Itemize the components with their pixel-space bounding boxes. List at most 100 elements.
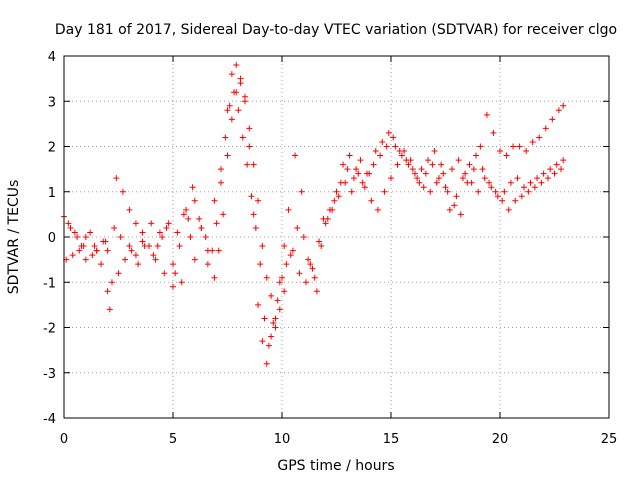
- y-tick-label: 4: [48, 50, 56, 65]
- data-point: [261, 315, 268, 322]
- chart-title: Day 181 of 2017, Sidereal Day-to-day VTE…: [55, 22, 617, 38]
- data-point: [470, 166, 477, 173]
- x-tick-label: 5: [169, 432, 177, 447]
- data-point: [292, 152, 299, 159]
- data-point: [459, 175, 466, 182]
- data-point: [276, 279, 283, 286]
- data-point: [76, 247, 83, 254]
- data-point: [411, 170, 418, 177]
- data-point: [132, 252, 139, 259]
- data-point: [374, 206, 381, 213]
- data-point: [80, 243, 87, 250]
- data-point: [547, 166, 554, 173]
- data-point: [494, 193, 501, 200]
- data-point: [560, 157, 567, 164]
- data-point: [446, 206, 453, 213]
- data-point: [163, 224, 170, 231]
- data-point: [263, 274, 270, 281]
- data-point: [305, 256, 312, 263]
- data-point: [475, 188, 482, 195]
- data-point: [296, 270, 303, 277]
- data-point: [560, 102, 567, 109]
- data-point: [407, 157, 414, 164]
- y-axis-ticks: -4 -3 -2 -1 0 1 2 3 4: [43, 50, 609, 427]
- data-point: [477, 143, 484, 150]
- data-point: [154, 243, 161, 250]
- data-point: [281, 243, 288, 250]
- data-point: [172, 270, 179, 277]
- data-point: [106, 306, 113, 313]
- data-point: [348, 188, 355, 195]
- data-point: [122, 256, 129, 263]
- data-point: [204, 261, 211, 268]
- data-point: [322, 220, 329, 227]
- data-point: [464, 179, 471, 186]
- data-point: [228, 116, 235, 123]
- data-point: [416, 179, 423, 186]
- data-point: [156, 229, 163, 236]
- data-point: [307, 261, 314, 268]
- data-point: [115, 270, 122, 277]
- data-point: [523, 148, 530, 155]
- data-point: [516, 143, 523, 150]
- data-point: [224, 107, 231, 114]
- data-point: [449, 166, 456, 173]
- data-point: [431, 148, 438, 155]
- data-point: [174, 229, 181, 236]
- data-point: [272, 315, 279, 322]
- data-point: [128, 247, 135, 254]
- x-axis-label: GPS time / hours: [277, 458, 394, 474]
- data-point: [501, 188, 508, 195]
- data-point: [333, 188, 340, 195]
- data-point: [329, 206, 336, 213]
- data-point: [191, 256, 198, 263]
- data-point: [359, 179, 366, 186]
- data-point: [505, 206, 512, 213]
- data-point: [252, 224, 259, 231]
- data-point: [104, 288, 111, 295]
- data-point: [119, 188, 126, 195]
- data-point: [150, 252, 157, 259]
- data-point: [187, 234, 194, 240]
- data-point: [488, 184, 495, 191]
- data-point: [357, 157, 364, 164]
- grid-lines: [64, 56, 609, 418]
- data-point: [536, 134, 543, 141]
- data-point: [398, 152, 405, 159]
- data-point: [198, 224, 205, 231]
- data-point: [418, 166, 425, 173]
- data-point: [279, 274, 285, 281]
- data-point: [217, 166, 224, 173]
- data-point: [377, 152, 384, 159]
- data-point: [283, 261, 290, 268]
- data-point: [302, 279, 309, 286]
- data-point: [102, 238, 109, 245]
- data-point: [265, 342, 272, 349]
- data-point: [74, 234, 81, 240]
- data-point: [344, 166, 351, 173]
- data-point: [433, 179, 440, 186]
- data-point: [165, 220, 172, 227]
- data-point: [340, 161, 347, 168]
- data-point: [126, 206, 133, 213]
- data-point: [355, 170, 362, 177]
- data-point: [346, 152, 353, 159]
- data-point: [281, 288, 288, 295]
- data-point: [257, 261, 264, 268]
- data-point: [309, 265, 316, 272]
- data-point: [540, 170, 547, 177]
- data-point: [246, 143, 253, 150]
- data-point: [350, 175, 357, 182]
- data-point: [202, 234, 209, 240]
- data-point: [126, 243, 133, 250]
- data-point: [189, 184, 196, 191]
- data-point: [180, 211, 187, 218]
- series-trace-a: [61, 62, 567, 367]
- data-point: [429, 161, 436, 168]
- y-tick-label: 2: [48, 141, 56, 156]
- data-point: [113, 175, 120, 182]
- data-point: [390, 134, 397, 141]
- data-point: [313, 288, 320, 295]
- data-point: [335, 193, 342, 200]
- data-point: [82, 234, 89, 240]
